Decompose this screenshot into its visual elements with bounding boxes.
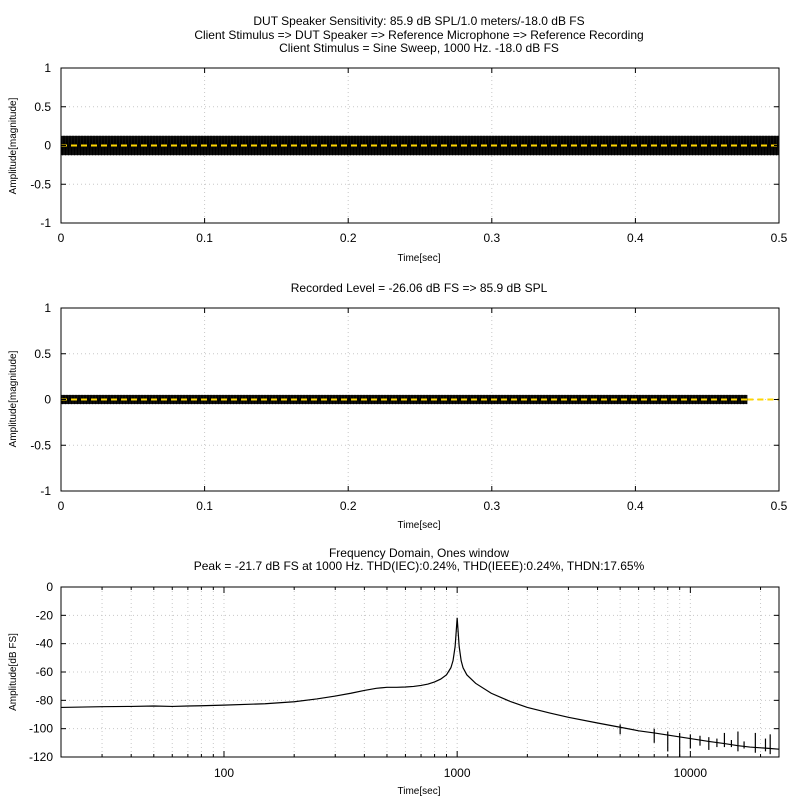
y-axis-label: Amplitude[magnitude] (8, 97, 19, 194)
chart-title-line-1: Frequency Domain, Ones window (329, 546, 509, 560)
plot-frame (60, 586, 780, 758)
x-tick-label: 0 (58, 499, 65, 513)
x-tick-label: 100 (214, 766, 234, 780)
grid (61, 308, 779, 491)
x-tick-label: 0 (58, 231, 65, 245)
frequency-chart: 100 1000 10000 0 -20 -40 -60 -80 -100 -120 Freque… (8, 546, 780, 797)
y-axis-label: Amplitude[dB FS] (8, 633, 19, 711)
x-axis-label: Time[sec] (398, 253, 441, 264)
y-tick-label: -80 (36, 693, 54, 707)
x-tick-label: 0.5 (771, 231, 788, 245)
y-tick-label: -1 (40, 484, 51, 498)
axis-ticks: 100 1000 10000 0 -20 -40 -60 -80 -100 -120 (29, 580, 779, 780)
y-tick-label: -0.5 (30, 177, 51, 191)
x-tick-label: 0.3 (483, 499, 500, 513)
time-chart-recorded: 0 0.1 0.2 0.3 0.4 0.5 1 0.5 0 -0.5 -1 Recorded Lev… (8, 281, 788, 531)
chart-title-line-1: Recorded Level = -26.06 dB FS => 85.9 dB… (291, 281, 548, 295)
y-tick-label: -40 (36, 637, 54, 651)
y-tick-label: 0 (44, 139, 51, 153)
signal-waveform (60, 135, 779, 156)
axis-ticks: 0 0.1 0.2 0.3 0.4 0.5 1 0.5 0 -0.5 -1 (30, 301, 787, 513)
chart-title-line-3: Client Stimulus = Sine Sweep, 1000 Hz. -… (279, 41, 559, 55)
y-tick-label: -0.5 (30, 438, 51, 452)
y-tick-label: 0.5 (34, 100, 51, 114)
chart-title-line-1: DUT Speaker Sensitivity: 85.9 dB SPL/1.0… (253, 14, 584, 28)
x-tick-label: 1000 (444, 766, 471, 780)
y-tick-label: 0 (44, 393, 51, 407)
axis-ticks: 0 0.1 0.2 0.3 0.4 0.5 1 0.5 0 -0.5 -1 (30, 61, 787, 245)
plot-area (60, 394, 779, 405)
plot-area (60, 135, 779, 156)
y-tick-label: -60 (36, 665, 54, 679)
x-axis-label: Time[sec] (398, 520, 441, 531)
y-tick-label: -100 (29, 722, 53, 736)
spectrum-line (60, 617, 780, 750)
y-tick-label: 1 (44, 61, 51, 75)
y-tick-label: -20 (36, 608, 54, 622)
y-tick-label: 1 (44, 301, 51, 315)
y-tick-label: -1 (40, 216, 51, 230)
y-tick-label: 0 (46, 580, 53, 594)
x-tick-label: 0.5 (771, 499, 788, 513)
y-axis-label: Amplitude[magnitude] (8, 350, 19, 447)
chart-title-line-2: Peak = -21.7 dB FS at 1000 Hz. THD(IEC):… (194, 559, 645, 573)
x-tick-label: 0.3 (483, 231, 500, 245)
grid (60, 587, 779, 757)
x-tick-label: 10000 (674, 766, 708, 780)
plot-area (60, 617, 780, 757)
x-tick-label: 0.4 (627, 499, 644, 513)
x-tick-label: 0.1 (196, 499, 213, 513)
chart-title-line-2: Client Stimulus => DUT Speaker => Refere… (194, 28, 643, 42)
y-tick-label: 0.5 (34, 347, 51, 361)
x-tick-label: 0.2 (340, 499, 357, 513)
y-tick-label: -120 (29, 750, 53, 764)
x-axis-label: Time[sec] (398, 786, 441, 797)
x-tick-label: 0.4 (627, 231, 644, 245)
time-chart-stimulus: 0 0.1 0.2 0.3 0.4 0.5 1 0.5 0 -0.5 -1 DUT Speaker … (8, 14, 788, 264)
x-tick-label: 0.2 (340, 231, 357, 245)
x-tick-label: 0.1 (196, 231, 213, 245)
